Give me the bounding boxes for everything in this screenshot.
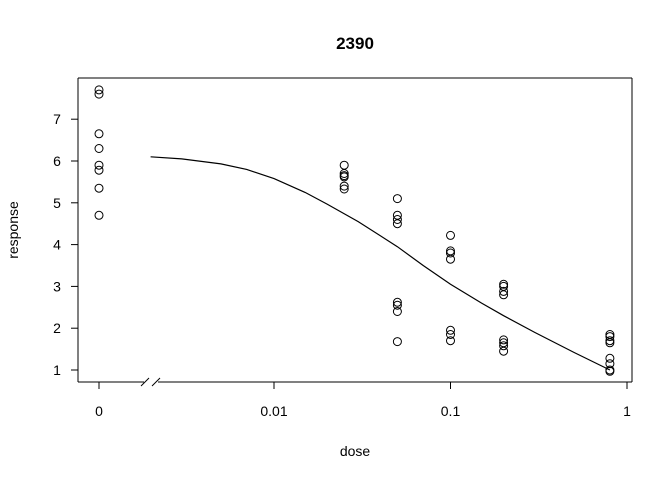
data-point [446,230,455,240]
fitted-curve [150,156,611,371]
y-tick-label: 1 [53,362,61,378]
data-point [94,165,104,175]
chart-title: 2390 [336,34,374,53]
axis-break-mark-left [140,377,150,387]
x-tick-label: 0 [95,403,103,419]
data-point [446,246,455,256]
data-point [94,89,104,99]
fitted-curve-layer [150,156,611,371]
data-point [392,297,402,307]
data-point [339,181,349,191]
data-point [605,336,615,346]
x-axis-label: dose [340,443,371,459]
data-point [446,254,455,264]
x-axis: 0 0.01 0.1 1 [95,382,631,419]
x-tick-label: 1 [623,403,631,419]
data-point [94,160,104,170]
data-point [94,210,104,220]
data-point [392,194,402,204]
data-point [94,144,104,153]
data-point [392,215,402,224]
x-tick-label: 0.01 [260,403,287,419]
y-tick-label: 5 [53,195,61,211]
data-point [499,346,509,356]
data-point [94,183,104,193]
data-point [392,337,402,347]
data-point [339,169,349,178]
data-point [605,366,615,376]
y-axis-label: response [5,201,21,259]
x-tick-label: 0.1 [441,403,461,419]
data-point [392,300,402,310]
y-tick-label: 7 [53,111,61,127]
data-point [499,279,509,289]
data-point [499,335,509,345]
data-point [605,353,615,363]
data-point [94,129,104,139]
y-tick-label: 2 [53,320,61,336]
data-point [339,172,349,182]
data-point [446,248,455,258]
y-axis: 1 2 3 4 5 6 7 [53,111,78,378]
data-point [446,325,455,335]
data-point [339,184,349,194]
data-point [94,85,104,95]
data-point [446,336,455,346]
y-tick-label: 4 [53,237,61,253]
axis-break-mark-right [151,377,161,387]
plot-box [77,77,633,387]
scatter-points [94,85,615,376]
data-point [605,332,615,342]
data-point [499,341,509,351]
data-point [392,307,402,316]
data-point [499,286,509,296]
data-point [446,330,455,339]
data-point [499,290,509,300]
y-tick-label: 6 [53,153,61,169]
data-point [605,338,615,348]
data-point [339,160,349,170]
data-point [392,219,402,229]
y-tick-label: 3 [53,278,61,294]
